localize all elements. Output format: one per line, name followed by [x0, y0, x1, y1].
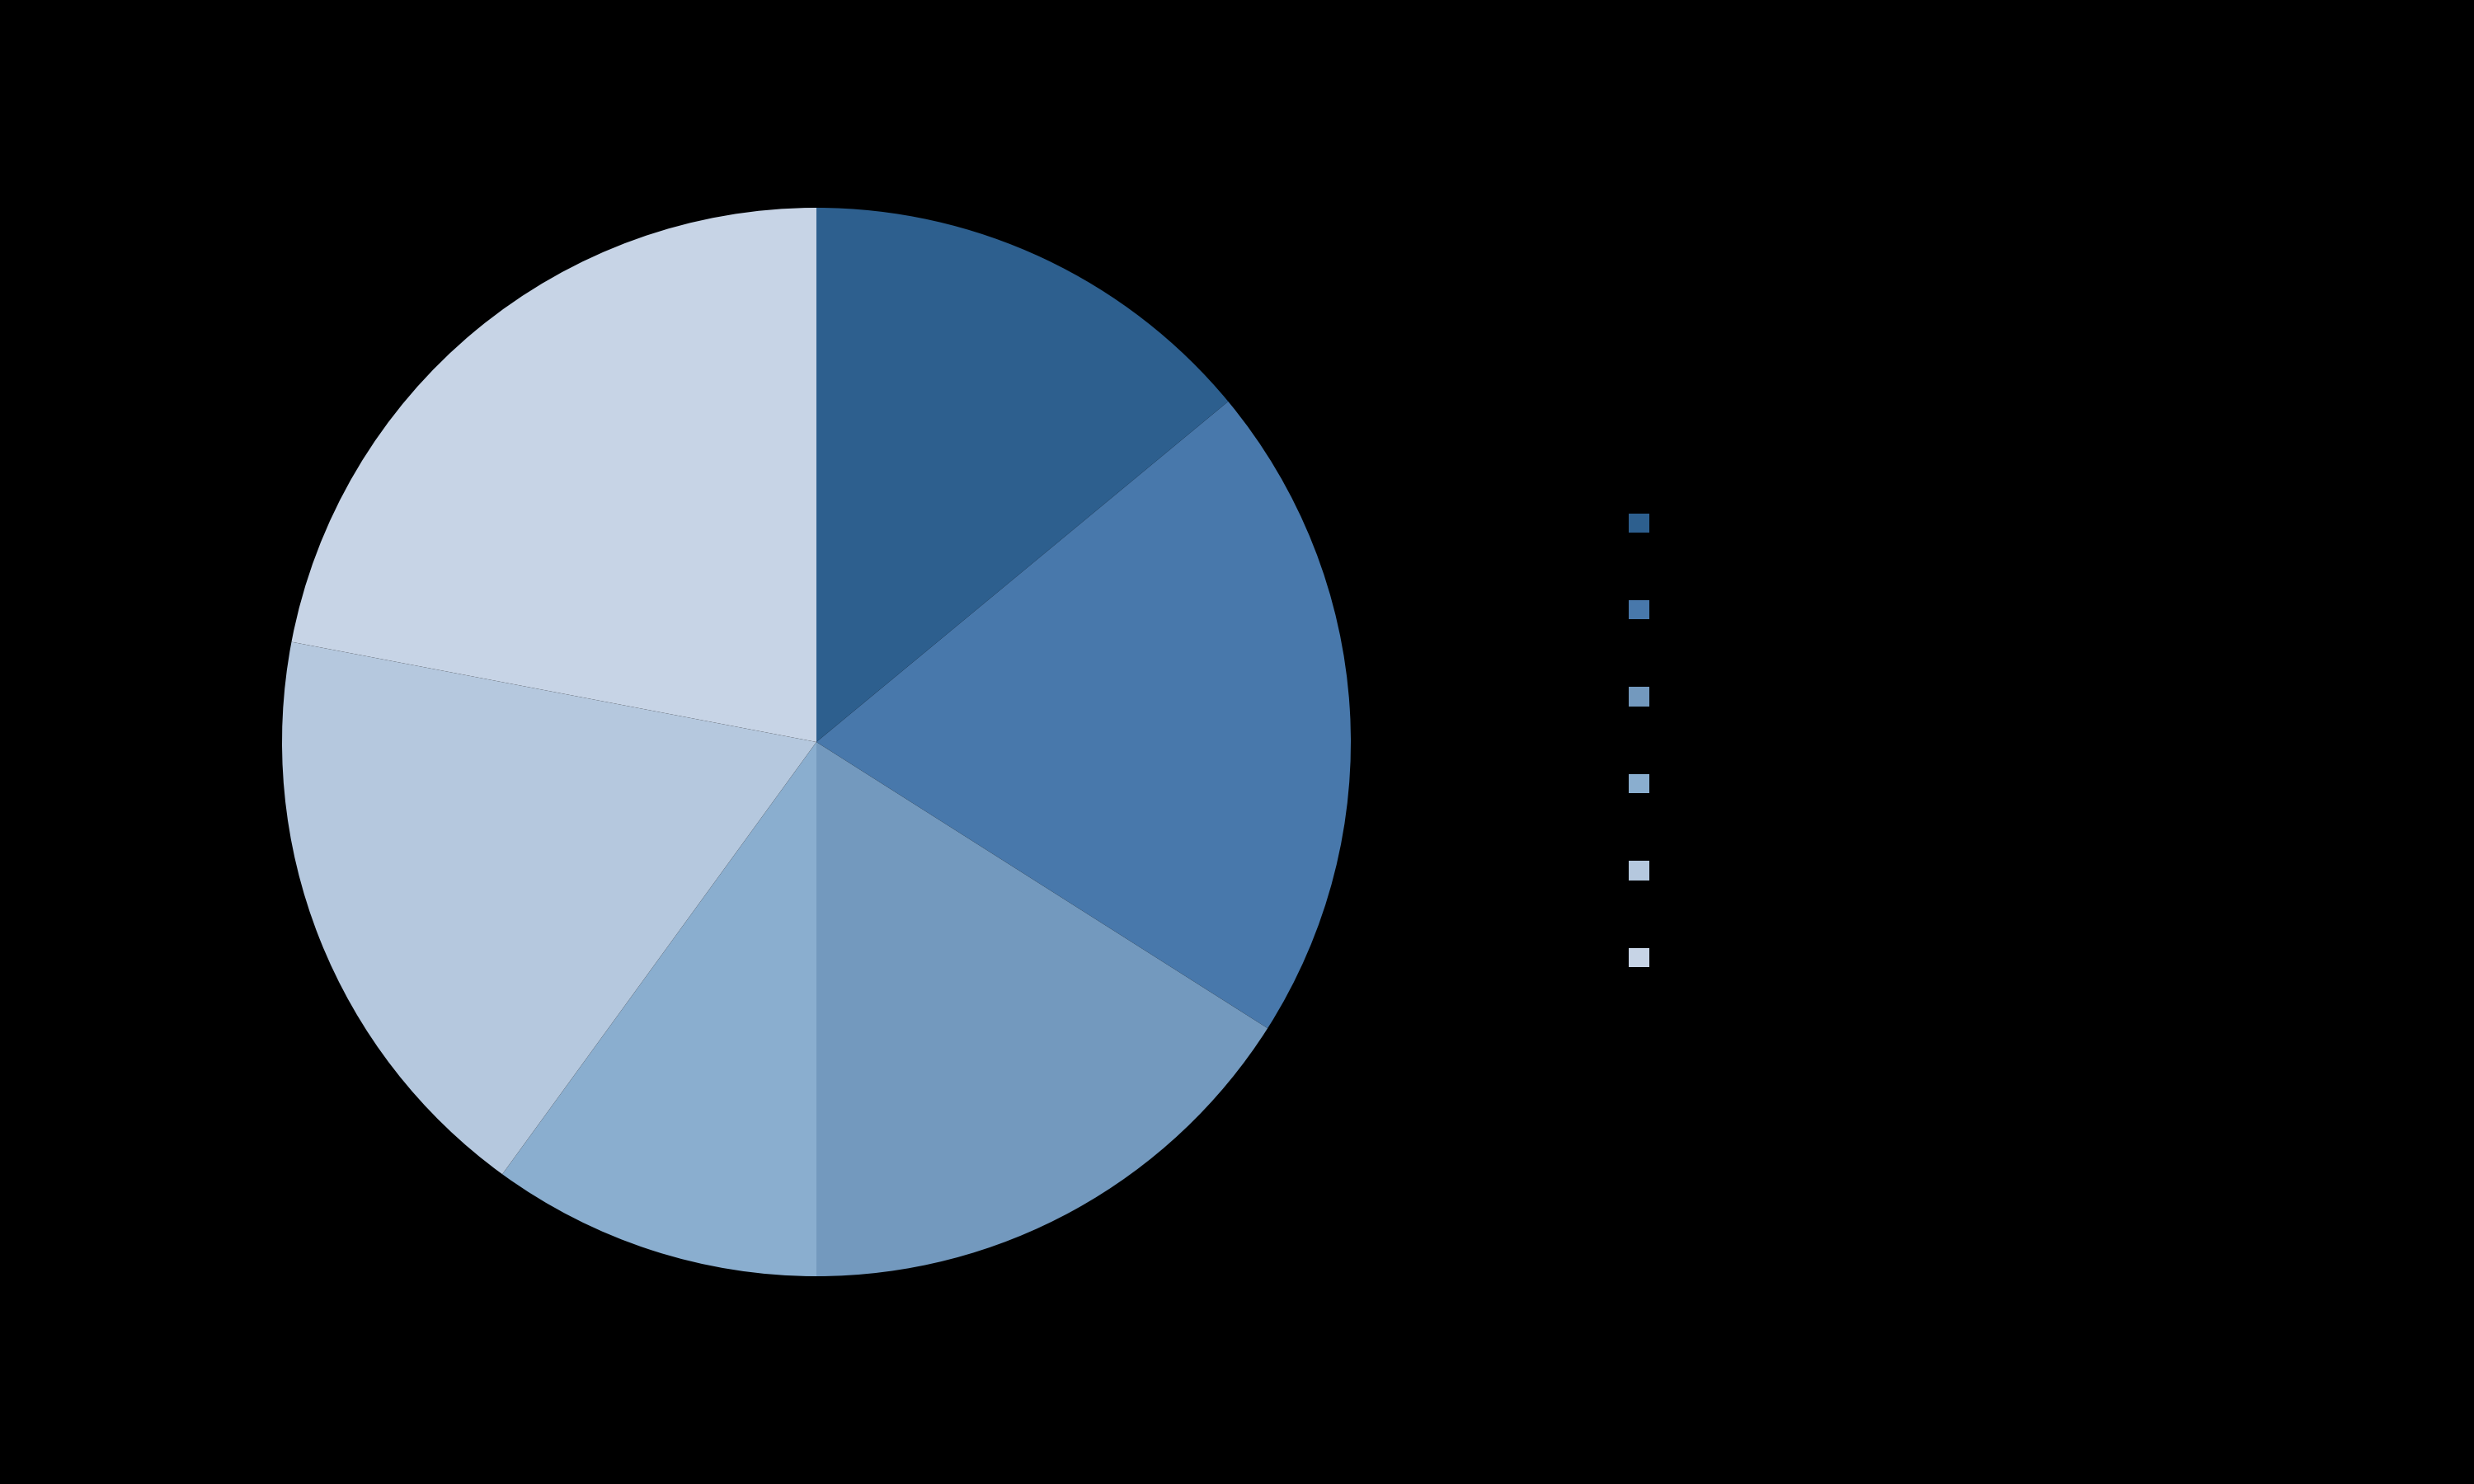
Wedge shape [816, 742, 1267, 1276]
Wedge shape [282, 643, 816, 1174]
Wedge shape [816, 402, 1351, 1028]
Wedge shape [816, 208, 1227, 742]
Wedge shape [292, 208, 816, 742]
Wedge shape [502, 742, 816, 1276]
Legend: North America, Europe, Asia Pacific, Latin America, Middle East & Africa, Rest o: North America, Europe, Asia Pacific, Lat… [1603, 488, 1952, 996]
